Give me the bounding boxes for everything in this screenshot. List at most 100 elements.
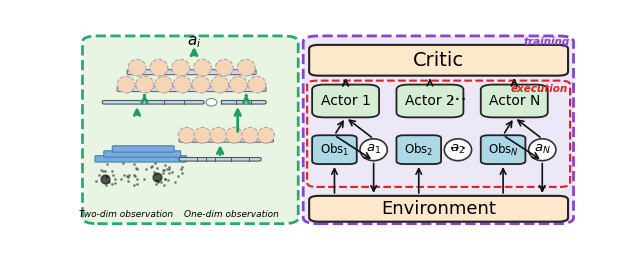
Point <box>107 182 117 186</box>
Point <box>140 177 150 181</box>
Ellipse shape <box>529 139 556 161</box>
Text: $a_i$: $a_i$ <box>187 34 201 50</box>
Point <box>159 183 170 188</box>
Point <box>166 170 177 174</box>
Point <box>108 173 118 177</box>
Point <box>160 176 170 181</box>
Point <box>102 162 113 166</box>
Point <box>123 179 133 183</box>
Point <box>147 164 157 168</box>
Point <box>100 177 110 181</box>
Text: execution: execution <box>510 84 568 94</box>
Text: Actor N: Actor N <box>488 94 540 108</box>
Text: $a_N$: $a_N$ <box>534 143 550 156</box>
FancyBboxPatch shape <box>179 157 261 161</box>
Point <box>152 175 162 179</box>
Point <box>129 182 140 187</box>
Point <box>153 180 163 184</box>
Text: training: training <box>524 37 570 47</box>
Point <box>164 171 174 175</box>
Ellipse shape <box>248 76 266 93</box>
Ellipse shape <box>257 127 275 143</box>
Point <box>102 174 113 178</box>
Point <box>132 177 142 181</box>
Text: Actor 1: Actor 1 <box>321 94 371 108</box>
Point <box>101 183 111 187</box>
Point <box>130 173 140 178</box>
Ellipse shape <box>136 76 154 93</box>
Ellipse shape <box>117 76 135 93</box>
Point <box>122 174 132 178</box>
Point <box>98 169 108 173</box>
Ellipse shape <box>242 127 259 143</box>
Point <box>100 169 110 173</box>
Point <box>150 161 160 165</box>
Point <box>164 167 174 171</box>
Point <box>131 167 141 171</box>
Point <box>163 178 173 182</box>
FancyBboxPatch shape <box>83 36 298 224</box>
Point <box>150 182 161 186</box>
FancyBboxPatch shape <box>221 101 266 104</box>
Point <box>131 166 141 170</box>
FancyBboxPatch shape <box>312 135 356 164</box>
Point <box>177 164 187 168</box>
Point <box>90 179 100 183</box>
Point <box>164 165 174 170</box>
Ellipse shape <box>193 59 211 76</box>
Text: Actor 2: Actor 2 <box>405 94 455 108</box>
Point <box>159 168 169 172</box>
Ellipse shape <box>178 127 195 143</box>
Point <box>93 173 104 177</box>
Point <box>129 173 139 177</box>
Point <box>160 177 170 181</box>
FancyBboxPatch shape <box>127 70 256 75</box>
Ellipse shape <box>216 59 233 76</box>
Point <box>107 169 117 173</box>
Ellipse shape <box>172 59 189 76</box>
FancyBboxPatch shape <box>179 138 273 142</box>
FancyBboxPatch shape <box>309 196 568 222</box>
FancyBboxPatch shape <box>102 101 204 104</box>
FancyBboxPatch shape <box>396 135 441 164</box>
Ellipse shape <box>360 139 387 161</box>
Point <box>115 177 125 181</box>
Point <box>173 174 183 178</box>
FancyBboxPatch shape <box>104 151 180 157</box>
Ellipse shape <box>155 76 172 93</box>
FancyBboxPatch shape <box>95 156 187 162</box>
Point <box>104 180 114 184</box>
Point <box>132 182 143 186</box>
Point <box>152 178 163 182</box>
Point <box>118 161 128 165</box>
Text: $a_1$: $a_1$ <box>366 143 381 156</box>
Text: ···: ··· <box>449 140 467 159</box>
Point <box>149 170 159 174</box>
Point <box>141 167 151 171</box>
Text: One-dim observation: One-dim observation <box>184 210 278 219</box>
FancyBboxPatch shape <box>396 85 463 117</box>
FancyBboxPatch shape <box>112 146 174 152</box>
Ellipse shape <box>229 76 247 93</box>
Point <box>156 180 166 184</box>
Point <box>146 165 156 169</box>
Point <box>157 171 168 175</box>
Point <box>123 175 133 179</box>
Point <box>159 163 170 167</box>
Ellipse shape <box>173 76 191 93</box>
Text: ···: ··· <box>449 91 467 110</box>
Text: Environment: Environment <box>381 200 496 218</box>
Point <box>152 166 163 170</box>
Point <box>170 180 180 184</box>
Point <box>157 168 168 172</box>
FancyBboxPatch shape <box>481 135 525 164</box>
FancyBboxPatch shape <box>309 45 568 76</box>
Point <box>119 173 129 177</box>
Text: $a_2$: $a_2$ <box>451 143 465 156</box>
Ellipse shape <box>237 59 255 76</box>
Ellipse shape <box>206 99 217 106</box>
FancyBboxPatch shape <box>312 85 379 117</box>
Point <box>95 168 106 172</box>
Ellipse shape <box>150 59 168 76</box>
Text: Critic: Critic <box>413 51 464 70</box>
